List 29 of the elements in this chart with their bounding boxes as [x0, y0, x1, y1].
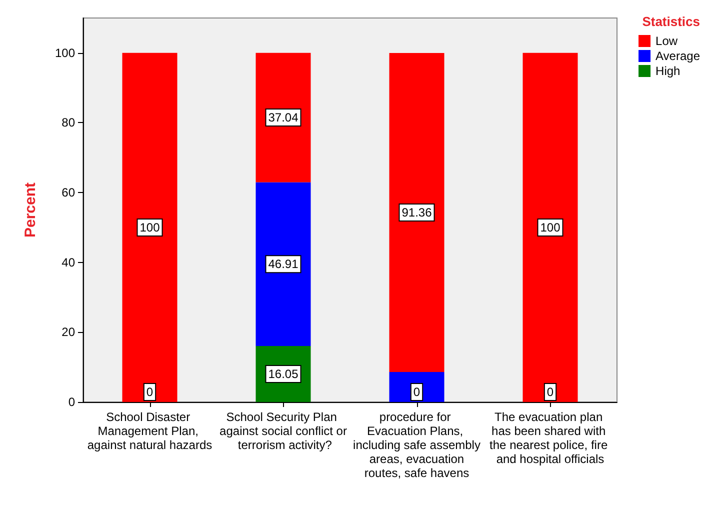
- legend-title: Statistics: [642, 14, 700, 29]
- y-tick-label: 20: [62, 325, 76, 340]
- data-label: 16.05: [268, 366, 299, 381]
- data-label: 100: [540, 220, 561, 234]
- bar: [389, 53, 444, 372]
- bar: [256, 182, 311, 346]
- data-label: 46.91: [268, 257, 299, 272]
- annotation: 0: [546, 385, 554, 399]
- legend-label: High: [656, 64, 680, 78]
- y-tick-label: 60: [62, 186, 76, 200]
- x-tick-label: procedure for Evacuation Plans, including safe assembly areas, evacuation routes, safe havens: [353, 410, 480, 480]
- data-label: 37.04: [268, 110, 299, 125]
- bar: [522, 52, 578, 402]
- y-tick-label: 0: [68, 395, 76, 409]
- y-tick-label: 100: [54, 46, 76, 60]
- y-axis-title: Percent: [22, 182, 39, 238]
- y-tick-label: 40: [62, 255, 76, 270]
- x-tick-label: School Security Plan against social conflict or terrorism activity?: [220, 410, 347, 452]
- y-tick-label: 80: [62, 116, 76, 130]
- annotation: 0: [413, 385, 420, 399]
- x-tick-label: The evacuation plan has been shared with the nearest police, fire and hospital officials: [490, 410, 611, 466]
- legend-label: Low: [656, 34, 678, 48]
- legend-label: Average: [656, 49, 700, 63]
- annotation: 0: [146, 385, 154, 399]
- data-label: 100: [140, 220, 160, 234]
- bar: [122, 52, 178, 402]
- bar: [256, 52, 311, 182]
- data-label: 91.36: [402, 206, 432, 220]
- x-tick-label: School Disaster Management Plan, against natural hazards: [87, 410, 212, 452]
